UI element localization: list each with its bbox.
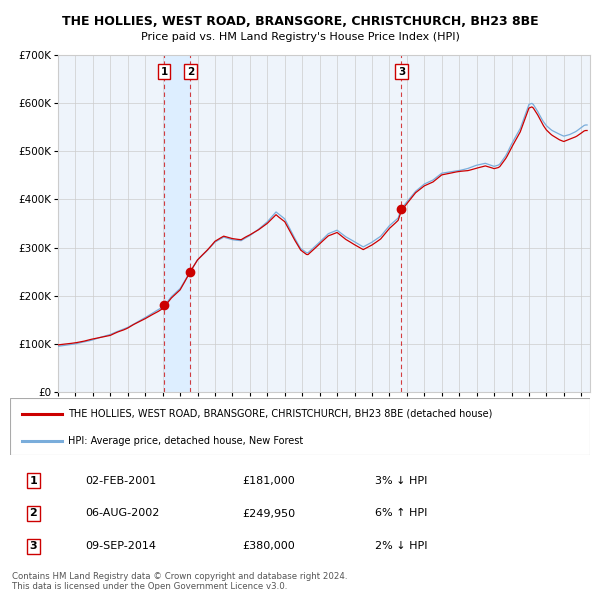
Text: 02-FEB-2001: 02-FEB-2001 bbox=[85, 476, 157, 486]
Text: Contains HM Land Registry data © Crown copyright and database right 2024.
This d: Contains HM Land Registry data © Crown c… bbox=[12, 572, 347, 590]
Text: HPI: Average price, detached house, New Forest: HPI: Average price, detached house, New … bbox=[68, 436, 303, 446]
Text: 3: 3 bbox=[398, 67, 405, 77]
Text: 2% ↓ HPI: 2% ↓ HPI bbox=[376, 542, 428, 552]
Text: THE HOLLIES, WEST ROAD, BRANSGORE, CHRISTCHURCH, BH23 8BE: THE HOLLIES, WEST ROAD, BRANSGORE, CHRIS… bbox=[62, 15, 538, 28]
Text: 09-SEP-2014: 09-SEP-2014 bbox=[85, 542, 157, 552]
Text: 3: 3 bbox=[29, 542, 37, 552]
Text: 6% ↑ HPI: 6% ↑ HPI bbox=[376, 509, 428, 519]
Text: 2: 2 bbox=[29, 509, 37, 519]
Text: THE HOLLIES, WEST ROAD, BRANSGORE, CHRISTCHURCH, BH23 8BE (detached house): THE HOLLIES, WEST ROAD, BRANSGORE, CHRIS… bbox=[68, 409, 493, 419]
Text: 2: 2 bbox=[187, 67, 194, 77]
Text: 1: 1 bbox=[29, 476, 37, 486]
Text: Price paid vs. HM Land Registry's House Price Index (HPI): Price paid vs. HM Land Registry's House … bbox=[140, 32, 460, 42]
Text: £249,950: £249,950 bbox=[242, 509, 295, 519]
Bar bbox=[164, 55, 190, 392]
Text: 06-AUG-2002: 06-AUG-2002 bbox=[85, 509, 160, 519]
Text: 1: 1 bbox=[161, 67, 168, 77]
Text: £380,000: £380,000 bbox=[242, 542, 295, 552]
Text: £181,000: £181,000 bbox=[242, 476, 295, 486]
Text: 3% ↓ HPI: 3% ↓ HPI bbox=[376, 476, 428, 486]
